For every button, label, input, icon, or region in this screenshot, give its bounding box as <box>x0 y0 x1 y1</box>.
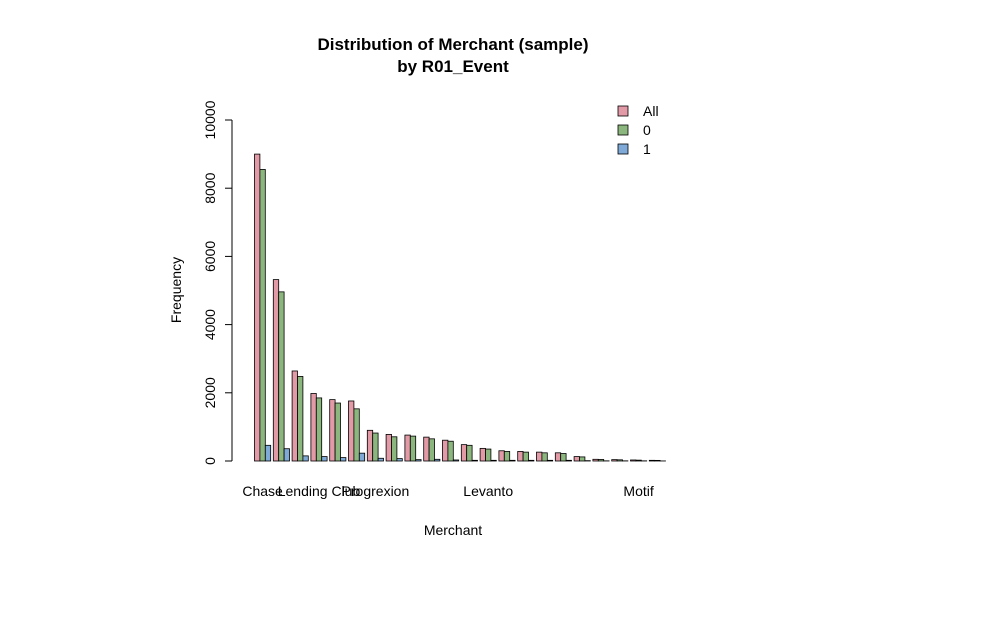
y-tick-label: 2000 <box>202 377 218 408</box>
bar-1-16 <box>565 459 572 462</box>
bar-0-20 <box>635 459 642 462</box>
legend-swatch <box>617 143 629 155</box>
bar-0-16 <box>560 453 567 462</box>
bar-0-5 <box>353 408 360 462</box>
bar-1-6 <box>377 457 384 462</box>
y-tick-label: 8000 <box>202 172 218 203</box>
y-axis: 0 2000 4000 6000 8000 10000 <box>202 100 233 465</box>
bar-0-4 <box>334 402 341 462</box>
bar-1-4 <box>340 457 347 462</box>
bar-all-4 <box>329 399 336 462</box>
x-tick-label: Levanto <box>463 483 513 499</box>
bar-all-16 <box>554 452 562 462</box>
legend-label: 1 <box>643 141 651 157</box>
bar-0-9 <box>428 438 435 462</box>
bar-all-2 <box>291 370 298 462</box>
x-tick-label: Lending Club <box>278 483 361 499</box>
bar-0-18 <box>597 459 605 462</box>
bar-all-17 <box>573 456 580 462</box>
bar-all-11 <box>460 444 468 462</box>
bar-0-0 <box>259 169 266 462</box>
bar-1-14 <box>528 459 535 462</box>
bar-1-7 <box>396 458 403 462</box>
bar-all-7 <box>385 433 392 462</box>
bar-all-14 <box>517 451 524 462</box>
bar-1-1 <box>283 448 290 462</box>
bar-1-12 <box>490 459 497 462</box>
bar-0-21 <box>654 459 661 462</box>
bar-0-1 <box>278 291 285 462</box>
bar-1-15 <box>546 459 554 462</box>
x-axis-label: Merchant <box>424 522 482 538</box>
bar-all-3 <box>310 393 317 462</box>
bar-all-21 <box>648 459 656 462</box>
bar-1-9 <box>434 458 441 462</box>
bar-1-11 <box>471 459 478 462</box>
bar-0-3 <box>315 397 323 462</box>
bar-0-10 <box>447 440 454 462</box>
legend: All 0 1 <box>617 103 659 157</box>
y-tick-label: 0 <box>202 457 218 465</box>
bar-all-19 <box>611 459 618 462</box>
bar-0-6 <box>372 432 379 462</box>
bar-all-8 <box>404 434 411 462</box>
legend-label: 0 <box>643 122 651 138</box>
chart-title: Distribution of Merchant (sample) <box>317 35 588 54</box>
bar-0-8 <box>409 435 417 462</box>
bar-0-14 <box>522 451 529 462</box>
legend-swatch <box>617 105 629 117</box>
y-tick-label: 10000 <box>202 100 218 139</box>
bar-0-7 <box>391 436 398 462</box>
bar-0-13 <box>503 451 511 462</box>
bar-all-18 <box>592 458 599 462</box>
bar-0-12 <box>485 448 492 462</box>
bar-1-8 <box>415 459 422 462</box>
bar-all-10 <box>442 439 449 462</box>
bar-all-20 <box>630 459 637 462</box>
bar-0-15 <box>541 452 548 462</box>
bar-0-19 <box>616 459 623 462</box>
bar-all-13 <box>498 450 505 462</box>
bar-all-9 <box>423 436 430 462</box>
bar-all-5 <box>348 400 355 462</box>
bar-all-1 <box>272 279 280 462</box>
x-tick-label: Chase <box>242 483 283 499</box>
y-tick-label: 4000 <box>202 309 218 340</box>
bar-1-13 <box>509 459 516 462</box>
bar-1-10 <box>452 459 460 462</box>
bar-1-3 <box>321 456 328 462</box>
bar-all-12 <box>479 447 486 462</box>
bar-all-6 <box>366 429 374 462</box>
bar-all-15 <box>536 451 543 462</box>
x-tick-label: Progrexion <box>342 483 410 499</box>
y-tick-label: 6000 <box>202 241 218 272</box>
bar-all-0 <box>254 153 261 462</box>
bar-0-17 <box>579 456 586 462</box>
chart-subtitle: by R01_Event <box>397 57 509 76</box>
bar-0-11 <box>466 444 473 462</box>
bar-1-5 <box>358 452 366 462</box>
y-axis-label: Frequency <box>168 257 184 323</box>
x-tick-label: Motif <box>623 483 653 499</box>
bar-1-0 <box>264 444 272 462</box>
legend-label: All <box>643 103 659 119</box>
bar-0-2 <box>297 376 304 462</box>
bar-1-2 <box>302 455 309 462</box>
bars <box>254 153 666 462</box>
legend-swatch <box>617 124 629 136</box>
